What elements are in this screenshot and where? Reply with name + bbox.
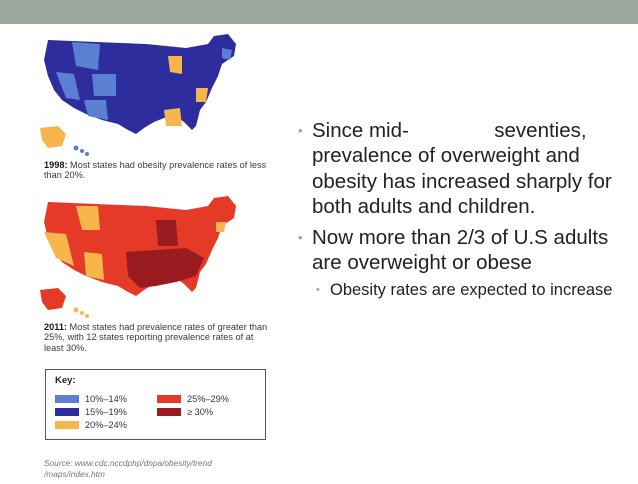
bullet-dot: • <box>298 123 303 138</box>
key-label: 10%–14% <box>85 394 127 404</box>
key-item-10-14: 10%–14% <box>55 394 127 404</box>
map-1998-region-sw <box>84 100 108 120</box>
map-key: Key: 10%–14% 15%–19% 20%–24% 25%–29% ≥ 3… <box>45 369 266 440</box>
key-label: 25%–29% <box>187 394 229 404</box>
key-swatch <box>55 408 79 416</box>
key-swatch <box>55 395 79 403</box>
key-title: Key: <box>55 375 76 386</box>
key-label: ≥ 30% <box>187 407 213 417</box>
map-1998-hawaii-3 <box>85 152 89 156</box>
map-2011-hawaii-3 <box>85 314 89 318</box>
map-1998-region-mtn <box>92 74 116 96</box>
map-1998-region-nw <box>72 42 100 70</box>
obesity-figure: 1998: Most states had obesity prevalence… <box>36 24 276 484</box>
key-item-25-29: 25%–29% <box>157 394 229 404</box>
map-2011-region-mtn <box>76 206 100 230</box>
map-1998-hawaii-2 <box>80 149 84 153</box>
sub-bullet-1-text: Obesity rates are expected to increase <box>330 280 613 299</box>
map-2011-region-mw <box>156 220 178 246</box>
key-swatch <box>55 421 79 429</box>
source-note: Source: www.cdc.nccdphp/dnpa/obesity/tre… <box>44 458 212 479</box>
map-2011 <box>40 196 236 318</box>
key-label: 20%–24% <box>85 420 127 430</box>
key-item-20-24: 20%–24% <box>55 420 127 430</box>
caption-1998-year: 1998: <box>44 160 68 170</box>
map-2011-region-ne <box>216 222 226 232</box>
caption-1998-text: Most states had obesity prevalence rates… <box>44 160 267 181</box>
map-2011-hawaii-2 <box>80 311 84 315</box>
sub-bullet-1: • Obesity rates are expected to increase <box>298 280 618 300</box>
key-label: 15%–19% <box>85 407 127 417</box>
key-item-30-plus: ≥ 30% <box>157 407 213 417</box>
map-1998-region-se1 <box>164 108 182 126</box>
map-2011-alaska <box>40 288 66 310</box>
map-2011-region-sw <box>84 252 104 280</box>
map-2011-region-south <box>126 248 204 288</box>
bullet-2-text: Now more than 2/3 of U.S adults are over… <box>312 226 609 275</box>
sub-bullet-dot: • <box>316 283 320 296</box>
bullet-2: • Now more than 2/3 of U.S adults are ov… <box>298 225 618 276</box>
caption-2011: 2011: Most states had prevalence rates o… <box>44 322 274 353</box>
map-1998-region-se2 <box>196 88 208 102</box>
caption-2011-text: Most states had prevalence rates of grea… <box>44 322 268 353</box>
map-1998-region-ne <box>222 48 232 60</box>
bullet-dot: • <box>298 230 303 246</box>
bullet-1: • Since mid- seventies, prevalence of ov… <box>298 118 618 219</box>
map-1998 <box>40 34 236 156</box>
map-2011-region-w <box>44 232 74 266</box>
map-1998-region-mi <box>168 56 182 74</box>
key-swatch <box>157 395 181 403</box>
bullet-1-text: Since mid- seventies, prevalence of over… <box>312 119 612 218</box>
caption-2011-year: 2011: <box>44 322 67 332</box>
caption-1998: 1998: Most states had obesity prevalence… <box>44 160 274 181</box>
map-1998-hawaii-1 <box>73 145 79 151</box>
map-2011-hawaii-1 <box>73 307 79 313</box>
slide-text: • Since mid- seventies, prevalence of ov… <box>298 118 618 300</box>
top-bar <box>0 0 638 24</box>
map-1998-region-w <box>56 72 80 100</box>
key-swatch <box>157 408 181 416</box>
key-item-15-19: 15%–19% <box>55 407 127 417</box>
map-1998-alaska <box>40 126 66 148</box>
